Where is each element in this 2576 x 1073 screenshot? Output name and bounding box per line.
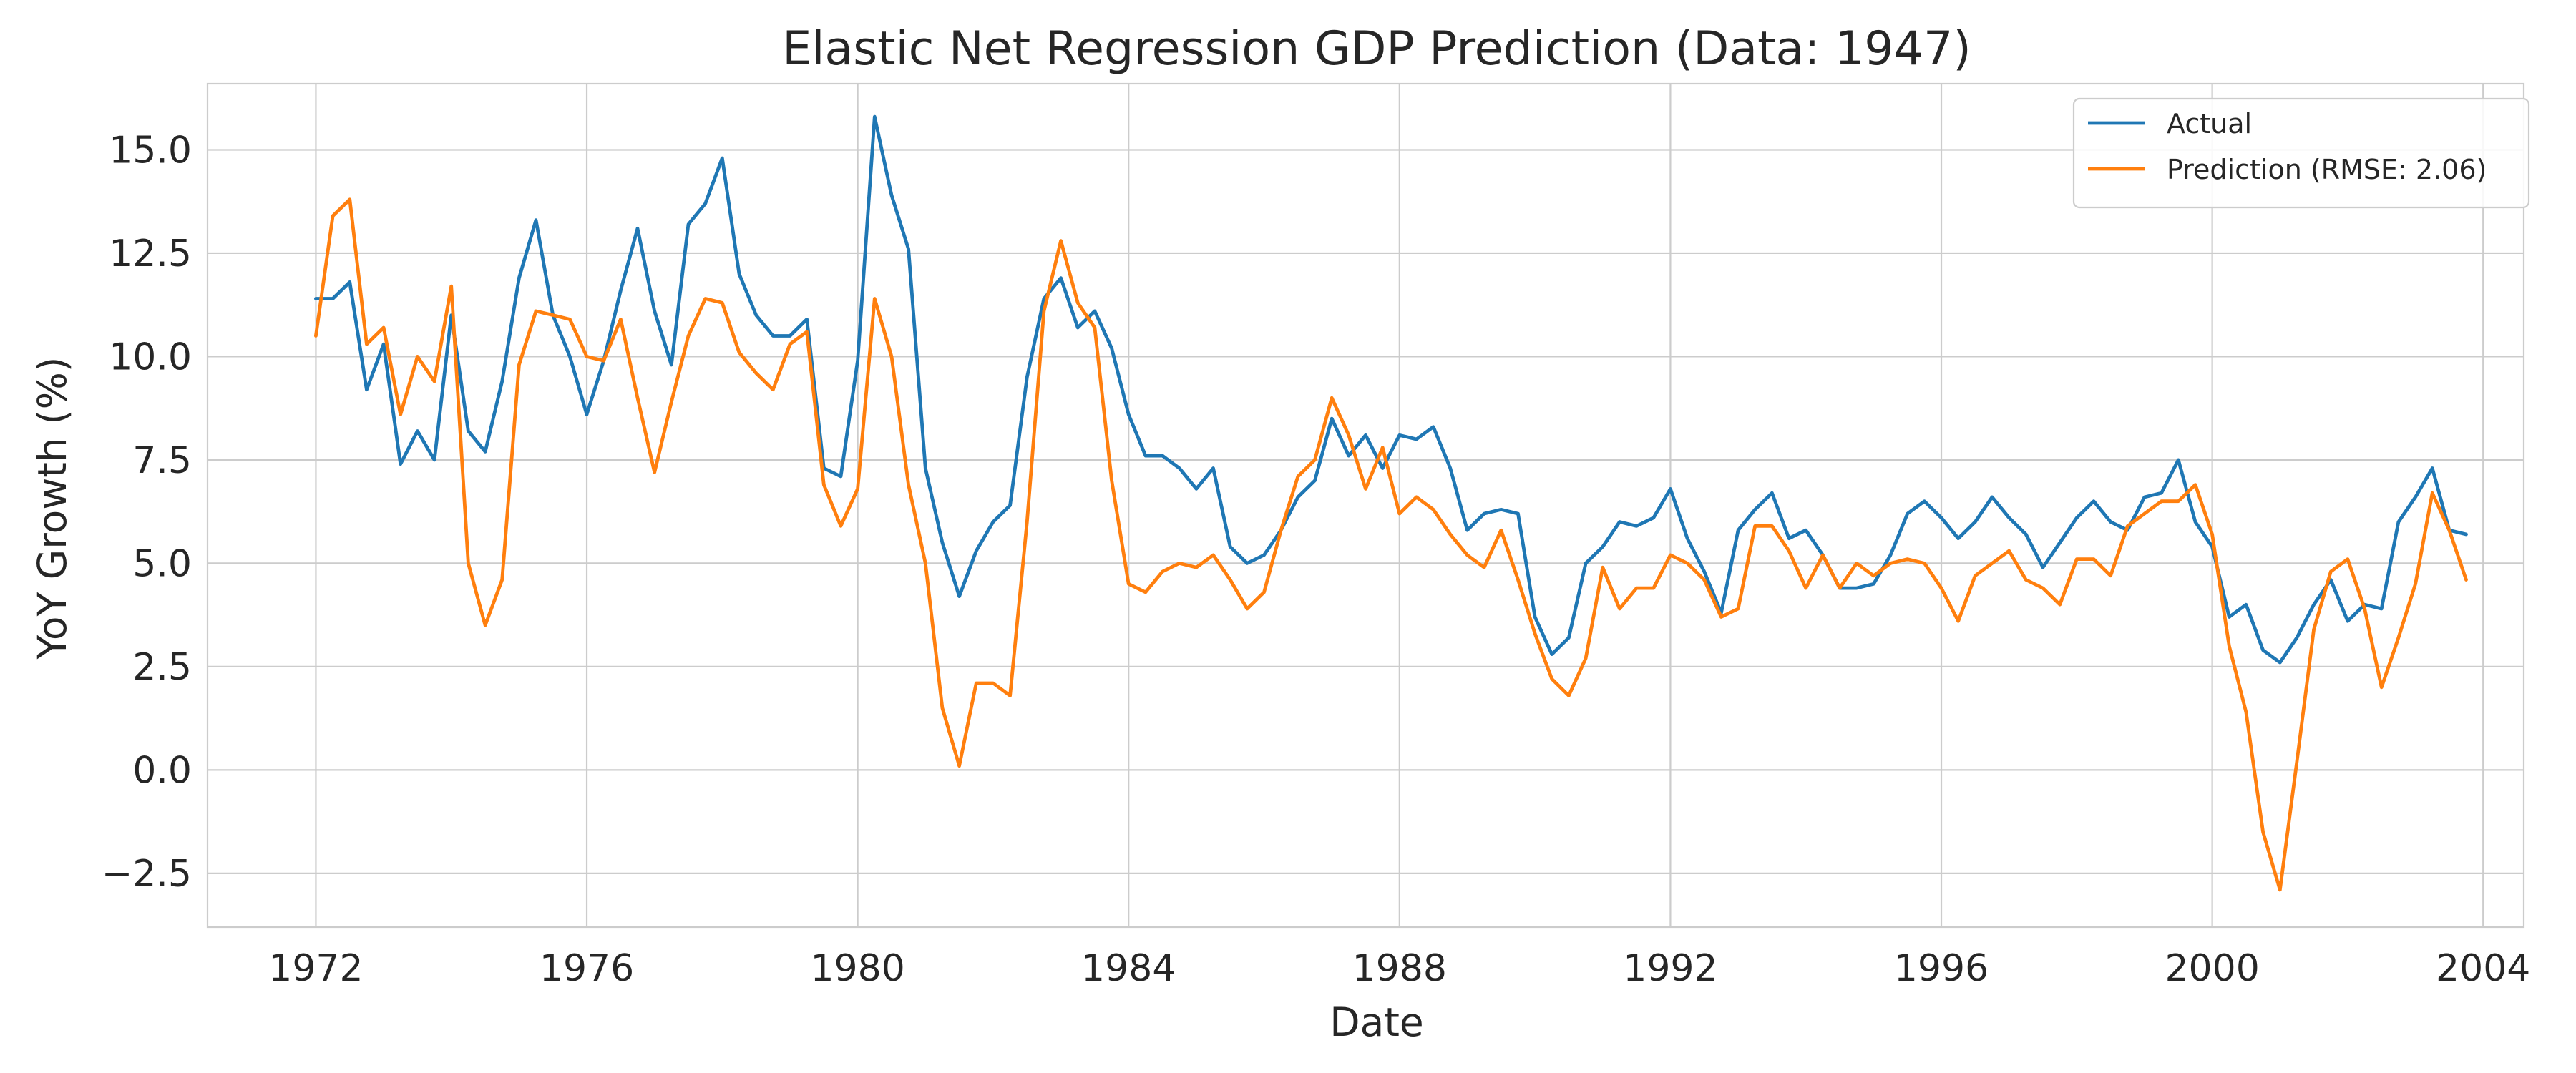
y-tick-label: 7.5 bbox=[132, 439, 192, 482]
y-tick-label: −2.5 bbox=[102, 853, 192, 896]
x-tick-label: 1972 bbox=[268, 947, 363, 990]
legend-box bbox=[2072, 97, 2530, 209]
y-axis-label: YoY Growth (%) bbox=[29, 357, 75, 660]
series-layer bbox=[313, 114, 2468, 892]
y-axis-ticks: −2.5 0.0 2.5 5.0 7.5 10.0 12.5 15.0 bbox=[102, 129, 192, 895]
x-tick-label: 1988 bbox=[1352, 947, 1447, 990]
x-axis-label: Date bbox=[1330, 999, 1423, 1045]
x-tick-label: 1980 bbox=[810, 947, 904, 990]
y-tick-label: 0.0 bbox=[132, 749, 192, 792]
y-tick-label: 12.5 bbox=[109, 232, 192, 275]
plot-frame bbox=[206, 82, 2525, 929]
x-tick-label: 2004 bbox=[2436, 947, 2530, 990]
legend-label-actual: Actual bbox=[2167, 108, 2252, 139]
legend: Actual Prediction (RMSE: 2.06) bbox=[2072, 97, 2530, 209]
legend-label-prediction: Prediction (RMSE: 2.06) bbox=[2167, 154, 2487, 185]
y-tick-label: 15.0 bbox=[109, 129, 192, 172]
grid-lines bbox=[208, 84, 2524, 927]
x-tick-label: 2000 bbox=[2165, 947, 2259, 990]
x-axis-ticks: 1972 1976 1980 1984 1988 1992 1996 2000 2004 bbox=[268, 947, 2530, 990]
x-tick-label: 1976 bbox=[540, 947, 634, 990]
series-line-prediction bbox=[313, 197, 2468, 892]
series-line-actual bbox=[313, 114, 2468, 665]
y-tick-label: 10.0 bbox=[109, 335, 192, 378]
y-tick-label: 2.5 bbox=[132, 646, 192, 689]
x-tick-label: 1992 bbox=[1623, 947, 1717, 990]
y-tick-label: 5.0 bbox=[132, 542, 192, 585]
chart-title: Elastic Net Regression GDP Prediction (D… bbox=[782, 22, 1971, 76]
x-tick-label: 1996 bbox=[1894, 947, 1989, 990]
x-tick-label: 1984 bbox=[1081, 947, 1176, 990]
